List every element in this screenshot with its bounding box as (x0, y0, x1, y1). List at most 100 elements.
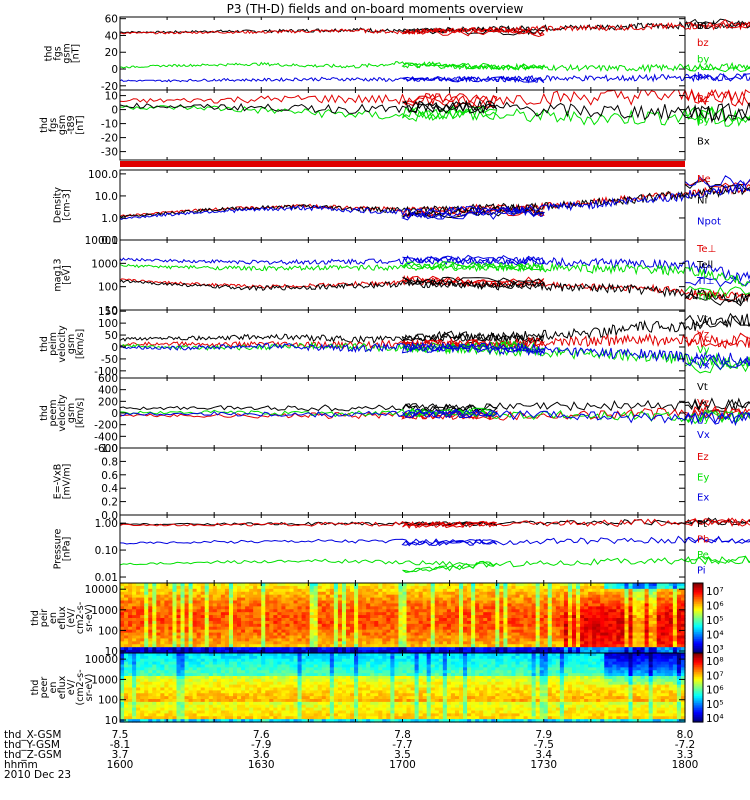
heatmap-cell (463, 632, 468, 637)
heatmap-cell (616, 585, 622, 590)
heatmap-cell (450, 644, 456, 648)
heatmap-cell (325, 615, 331, 619)
heatmap-cell (249, 699, 254, 703)
heatmap-cell (410, 629, 416, 634)
heatmap-cell (273, 678, 278, 683)
heatmap-cell (487, 594, 492, 599)
heatmap-cell (596, 615, 601, 619)
heatmap-cell (620, 583, 626, 587)
heatmap-cell (390, 585, 396, 590)
heatmap-cell (285, 707, 291, 712)
heatmap-cell (249, 655, 254, 660)
ytick-label-peem_velocity: -200 (94, 420, 118, 432)
heatmap-cell (454, 588, 460, 593)
heatmap-cell (136, 629, 141, 634)
heatmap-cell (531, 609, 537, 613)
heatmap-cell (220, 603, 226, 607)
heatmap-cell (305, 609, 311, 613)
heatmap-cell (608, 588, 613, 593)
heatmap-cell (354, 606, 359, 610)
heatmap-cell (551, 583, 557, 587)
heatmap-cell (220, 673, 226, 677)
heatmap-cell (515, 629, 521, 634)
heatmap-cell (600, 612, 605, 616)
heatmap-cell (184, 690, 190, 694)
heatmap-cell (233, 684, 238, 689)
heatmap-cell (418, 638, 424, 642)
heatmap-cell (559, 618, 565, 622)
heatmap-cell (337, 632, 343, 637)
heatmap-cell (576, 629, 581, 634)
heatmap-cell (301, 696, 307, 700)
heatmap-cell (200, 655, 206, 660)
heatmap-cell (471, 597, 476, 602)
heatmap-cell (277, 678, 283, 683)
heatmap-cell (672, 647, 678, 651)
heatmap-cell (220, 629, 226, 634)
heatmap-cell (224, 588, 230, 593)
heatmap-cell (216, 635, 222, 640)
heatmap-cell (418, 635, 424, 640)
heatmap-cell (459, 623, 464, 628)
heatmap-cell (297, 653, 303, 657)
heatmap-cell (301, 650, 307, 654)
heatmap-cell (430, 612, 436, 616)
heatmap-cell (269, 623, 274, 628)
heatmap-cell (233, 673, 238, 677)
heatmap-cell (136, 606, 141, 610)
heatmap-cell (337, 615, 343, 619)
heatmap-cell (664, 588, 670, 593)
heatmap-cell (535, 594, 541, 599)
heatmap-cell (483, 591, 488, 596)
heatmap-cell (402, 638, 408, 642)
heatmap-cell (555, 635, 561, 640)
heatmap-cell (515, 632, 521, 637)
heatmap-cell (261, 713, 266, 717)
colorbar-cell (693, 598, 703, 602)
heatmap-cell (245, 658, 250, 663)
heatmap-cell (289, 670, 295, 674)
heatmap-cell (216, 583, 222, 587)
heatmap-cell (241, 719, 246, 723)
heatmap-cell (192, 658, 198, 663)
heatmap-cell (180, 693, 186, 697)
heatmap-cell (434, 635, 440, 640)
heatmap-cell (636, 583, 642, 587)
heatmap-cell (382, 588, 387, 593)
heatmap-cell (463, 647, 468, 651)
heatmap-cell (289, 655, 295, 660)
heatmap-cell (438, 629, 444, 634)
heatmap-cell (168, 684, 174, 689)
heatmap-cell (220, 690, 226, 694)
heatmap-cell (563, 597, 569, 602)
heatmap-cell (539, 618, 545, 622)
heatmap-cell (491, 647, 496, 651)
heatmap-cell (172, 653, 178, 657)
heatmap-cell (192, 696, 198, 700)
heatmap-cell (620, 632, 626, 637)
heatmap-cell (281, 681, 287, 686)
heatmap-cell (535, 620, 541, 625)
heatmap-cell (293, 594, 299, 599)
heatmap-cell (220, 623, 226, 628)
heatmap-cell (672, 638, 678, 642)
heatmap-cell (164, 609, 170, 613)
heatmap-cell (341, 583, 347, 587)
heatmap-cell (228, 704, 234, 709)
heatmap-cell (676, 591, 682, 596)
heatmap-cell (289, 591, 295, 596)
heatmap-cell (241, 713, 246, 717)
heatmap-cell (543, 638, 549, 642)
heatmap-cell (253, 609, 258, 613)
heatmap-cell (362, 612, 367, 616)
heatmap-cell (370, 591, 375, 596)
heatmap-cell (128, 641, 133, 645)
heatmap-cell (434, 600, 440, 605)
heatmap-cell (463, 612, 468, 616)
heatmap-cell (208, 667, 214, 671)
heatmap-cell (632, 644, 638, 648)
heatmap-cell (406, 588, 412, 593)
heatmap-cell (309, 620, 315, 625)
heatmap-cell (483, 612, 488, 616)
heatmap-cell (257, 701, 262, 706)
